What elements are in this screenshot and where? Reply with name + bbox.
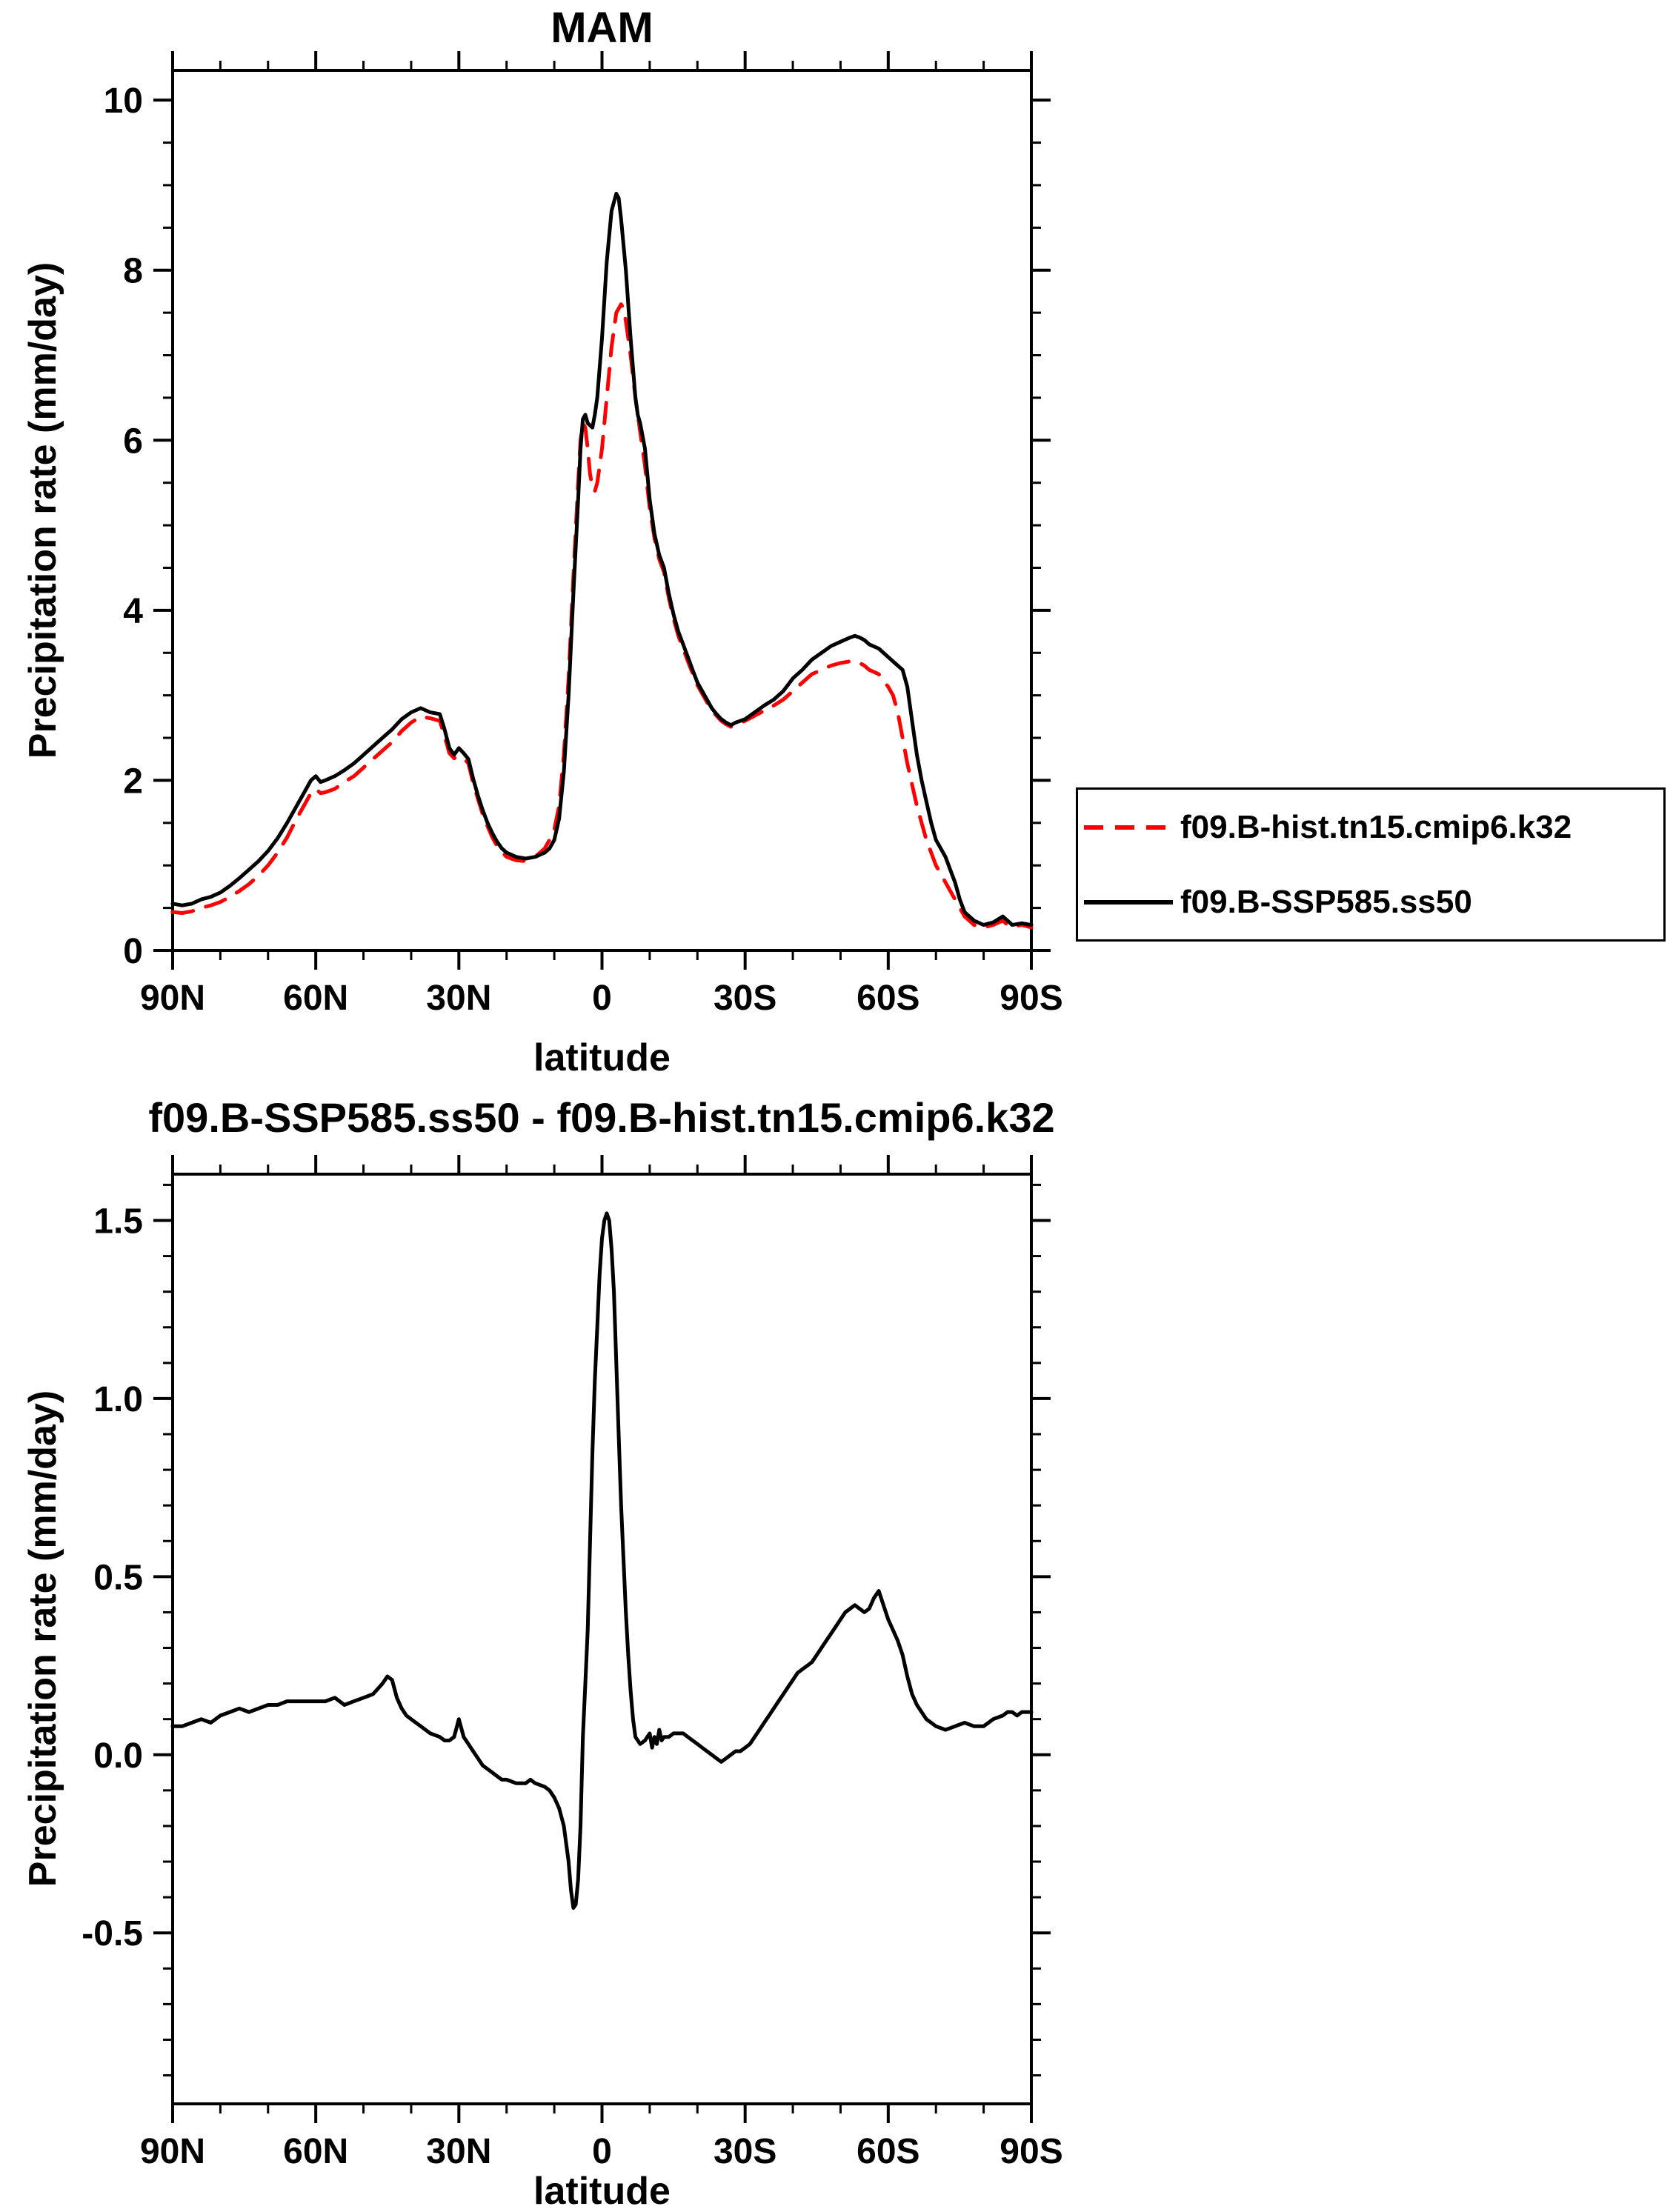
y-tick-label: 1.5 xyxy=(93,1202,143,1242)
bottom-chart-y-axis-label: Precipitation rate (mm/day) xyxy=(21,1390,64,1888)
bottom-chart-canvas: 90N 60N 30N 0 30S 60S 90S -0.5 0.0 0.5 1.0 1.5 xyxy=(82,1155,1063,2171)
y-tick-label: 10 xyxy=(104,81,143,121)
top-chart-y-axis-label: Precipitation rate (mm/day) xyxy=(21,261,64,759)
x-tick-label: 30N xyxy=(426,2132,491,2171)
x-tick-label: 30S xyxy=(714,2132,776,2171)
top-chart-x-axis-label: latitude xyxy=(533,1036,671,1079)
x-tick-label: 90N xyxy=(140,2132,205,2171)
y-tick-label: 2 xyxy=(123,762,143,801)
bottom-chart-x-axis-label: latitude xyxy=(533,2170,671,2212)
legend-item-ssp585: f09.B-SSP585.ss50 xyxy=(1078,866,1663,939)
x-tick-label: 0 xyxy=(592,979,612,1018)
top-chart-canvas: 90N 60N 30N 0 30S 60S 90S 0 2 4 6 8 10 xyxy=(104,51,1063,1018)
x-tick-label: 30S xyxy=(714,979,776,1018)
y-tick-label: -0.5 xyxy=(82,1914,143,1953)
legend-label-hist: f09.B-hist.tn15.cmip6.k32 xyxy=(1180,808,1572,845)
x-tick-label: 0 xyxy=(592,2132,612,2171)
legend-solid-line-sample xyxy=(1084,899,1173,905)
y-tick-label: 4 xyxy=(123,592,143,631)
legend-label-ssp585: f09.B-SSP585.ss50 xyxy=(1180,883,1472,920)
legend-item-hist: f09.B-hist.tn15.cmip6.k32 xyxy=(1078,791,1663,864)
y-tick-label: 0.0 xyxy=(93,1736,143,1776)
x-tick-label: 30N xyxy=(426,979,491,1018)
y-tick-label: 0 xyxy=(123,932,143,971)
x-tick-label: 60N xyxy=(283,979,348,1018)
x-tick-label: 90N xyxy=(140,979,205,1018)
x-tick-label: 60S xyxy=(857,2132,919,2171)
bottom-chart-title: f09.B-SSP585.ss50 - f09.B-hist.tn15.cmip… xyxy=(148,1094,1055,1141)
series-ssp585 xyxy=(170,191,1034,927)
series-difference xyxy=(170,1211,1034,1910)
legend-dashed-line-sample xyxy=(1084,824,1173,830)
x-tick-label: 60N xyxy=(283,2132,348,2171)
y-tick-label: 8 xyxy=(123,252,143,291)
x-tick-label: 90S xyxy=(1000,979,1062,1018)
x-tick-label: 60S xyxy=(857,979,919,1018)
plot-box xyxy=(171,1173,1033,2105)
top-chart-title: MAM xyxy=(551,4,653,52)
x-tick-label: 90S xyxy=(1000,2132,1062,2171)
plot-box xyxy=(171,69,1033,952)
series-hist xyxy=(170,302,1034,930)
y-tick-label: 1.0 xyxy=(93,1380,143,1419)
legend-box: f09.B-hist.tn15.cmip6.k32 f09.B-SSP585.s… xyxy=(1076,787,1666,942)
y-tick-label: 6 xyxy=(123,422,143,461)
y-tick-label: 0.5 xyxy=(93,1558,143,1597)
